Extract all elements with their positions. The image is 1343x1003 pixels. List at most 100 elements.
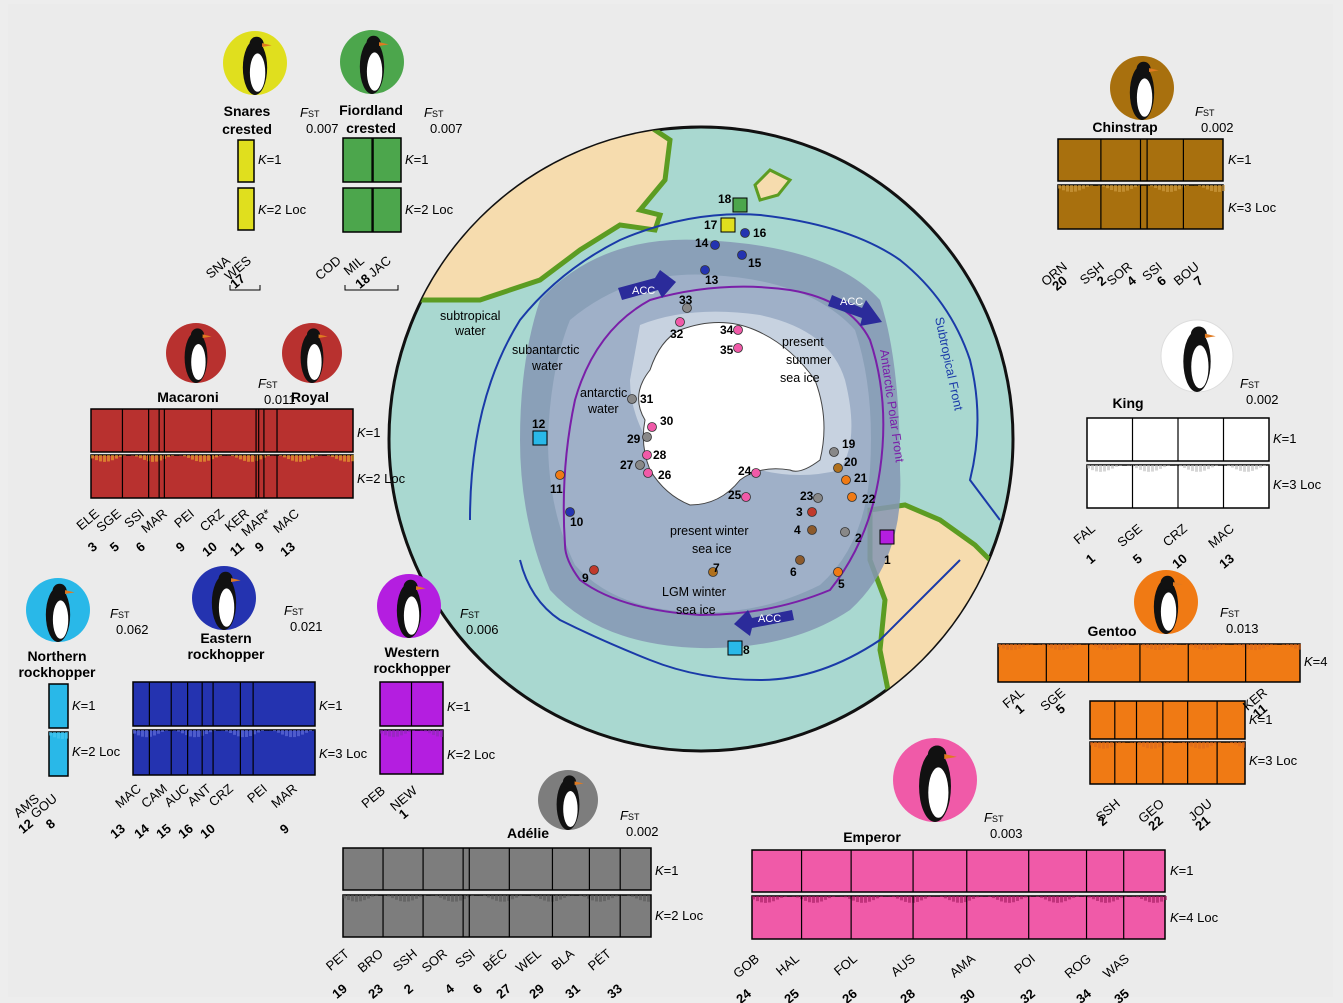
k-label: K=1 <box>1228 152 1252 167</box>
structure-bar-admixture <box>1106 742 1109 749</box>
structure-bar-admixture <box>1234 742 1237 745</box>
fst-value: 0.002 <box>1246 392 1279 407</box>
structure-bar-admixture <box>435 895 438 897</box>
structure-bar-admixture <box>764 896 767 903</box>
structure-bar-admixture <box>920 896 923 901</box>
structure-bar-admixture <box>137 730 140 736</box>
structure-bar-admixture <box>1050 644 1053 649</box>
structure-bar-admixture <box>868 896 871 902</box>
structure-bar-admixture <box>908 896 911 903</box>
region-bracket <box>229 285 261 291</box>
structure-bar-admixture <box>1286 644 1289 646</box>
structure-bar-admixture <box>928 896 931 898</box>
site-marker <box>675 317 685 327</box>
structure-bar-admixture <box>1156 896 1159 903</box>
k-value: =3 Loc <box>1282 477 1322 492</box>
structure-bar-admixture <box>391 895 394 899</box>
acc-arrow <box>734 610 794 636</box>
structure-bar-admixture <box>1147 465 1150 472</box>
site-marker <box>682 303 692 313</box>
k-value: =1 <box>267 152 282 167</box>
fst-value: 0.007 <box>306 121 339 136</box>
structure-bar-admixture <box>57 732 60 739</box>
structure-bar-admixture <box>1142 644 1145 647</box>
site-marker <box>847 492 857 502</box>
structure-bar-admixture <box>1254 644 1257 651</box>
fst-symbol: F <box>460 606 469 621</box>
structure-bar-admixture <box>243 455 246 461</box>
structure-bar-admixture <box>1202 185 1205 188</box>
species-name: Emperor <box>843 829 901 845</box>
structure-bar-admixture <box>1090 742 1093 746</box>
structure-bar-admixture <box>1122 185 1125 192</box>
structure-bar-admixture <box>471 895 474 896</box>
structure-bar-admixture <box>539 895 542 899</box>
fst-label: FST <box>620 808 640 823</box>
structure-bar-admixture <box>1247 465 1250 472</box>
structure-bar-admixture <box>988 896 991 897</box>
structure-bar-admixture <box>1086 185 1089 187</box>
site-number: 11 <box>550 482 563 496</box>
k-value: =3 Loc <box>1258 753 1298 768</box>
structure-bar-admixture <box>487 895 490 898</box>
structure-bar-admixture <box>1052 896 1055 903</box>
structure-bar-admixture <box>257 730 260 733</box>
structure-bar-admixture <box>1198 185 1201 187</box>
structure-bar-admixture <box>1222 185 1225 192</box>
structure-bar-admixture <box>215 455 218 458</box>
k-symbol: K <box>258 152 268 167</box>
structure-bar-admixture <box>1170 185 1173 192</box>
structure-bar-admixture <box>1130 185 1133 189</box>
structure-bar-admixture <box>1138 185 1141 186</box>
k-symbol: K <box>1249 753 1259 768</box>
fst-value: 0.021 <box>290 619 323 634</box>
penguin-beak-icon <box>65 590 75 594</box>
structure-bar-admixture <box>1095 465 1098 472</box>
structure-bar-admixture <box>388 730 391 737</box>
structure-bar-admixture <box>880 896 883 897</box>
structure-bar-admixture <box>428 730 431 734</box>
structure-bar-admixture <box>1040 896 1043 898</box>
site-number: 9 <box>582 571 589 585</box>
structure-bar-admixture <box>1162 742 1165 746</box>
site-number: 7 <box>713 561 720 575</box>
k-symbol: K <box>1273 477 1283 492</box>
structure-bar-admixture <box>595 895 598 902</box>
structure-bar-admixture <box>864 896 867 903</box>
k-symbol: K <box>405 152 415 167</box>
site-marker <box>732 197 748 213</box>
k-label: K=2 Loc <box>357 471 406 486</box>
penguin-belly-icon <box>191 344 206 380</box>
site-marker <box>642 450 652 460</box>
k-label: K=1 <box>447 699 471 714</box>
structure-bar-admixture <box>567 895 570 897</box>
structure-bar-admixture <box>1206 644 1209 651</box>
structure-bar-admixture <box>1238 644 1241 646</box>
site-markers: 1234567891011121314151617181920212223242… <box>532 192 895 657</box>
acc-label: ACC <box>632 285 655 297</box>
structure-bar-admixture <box>1158 644 1161 650</box>
structure-bar-admixture <box>307 455 310 460</box>
structure-bar-admixture <box>343 895 346 899</box>
structure-bar-admixture <box>992 896 995 899</box>
site-marker <box>879 529 895 545</box>
structure-bar-admixture <box>892 896 895 898</box>
k-symbol: K <box>319 746 329 761</box>
structure-bar-admixture <box>1018 644 1021 649</box>
structure-bar-admixture <box>1270 644 1273 646</box>
structure-bar-admixture <box>395 895 398 900</box>
structure-bar-admixture <box>423 895 426 896</box>
penguin-belly-icon <box>1191 345 1209 389</box>
structure-bar-admixture <box>451 895 454 902</box>
k-symbol: K <box>405 202 415 217</box>
structure-bar-admixture <box>1111 465 1114 469</box>
acc-arrow <box>618 270 676 300</box>
structure-bar <box>1089 700 1246 740</box>
structure-bar-admixture <box>273 730 276 732</box>
structure-bar <box>997 643 1301 683</box>
structure-bar-admixture <box>408 730 411 732</box>
penguin-beak-icon <box>1204 333 1216 338</box>
k-value: =2 Loc <box>81 744 121 759</box>
species-name: Gentoo <box>1088 623 1137 639</box>
